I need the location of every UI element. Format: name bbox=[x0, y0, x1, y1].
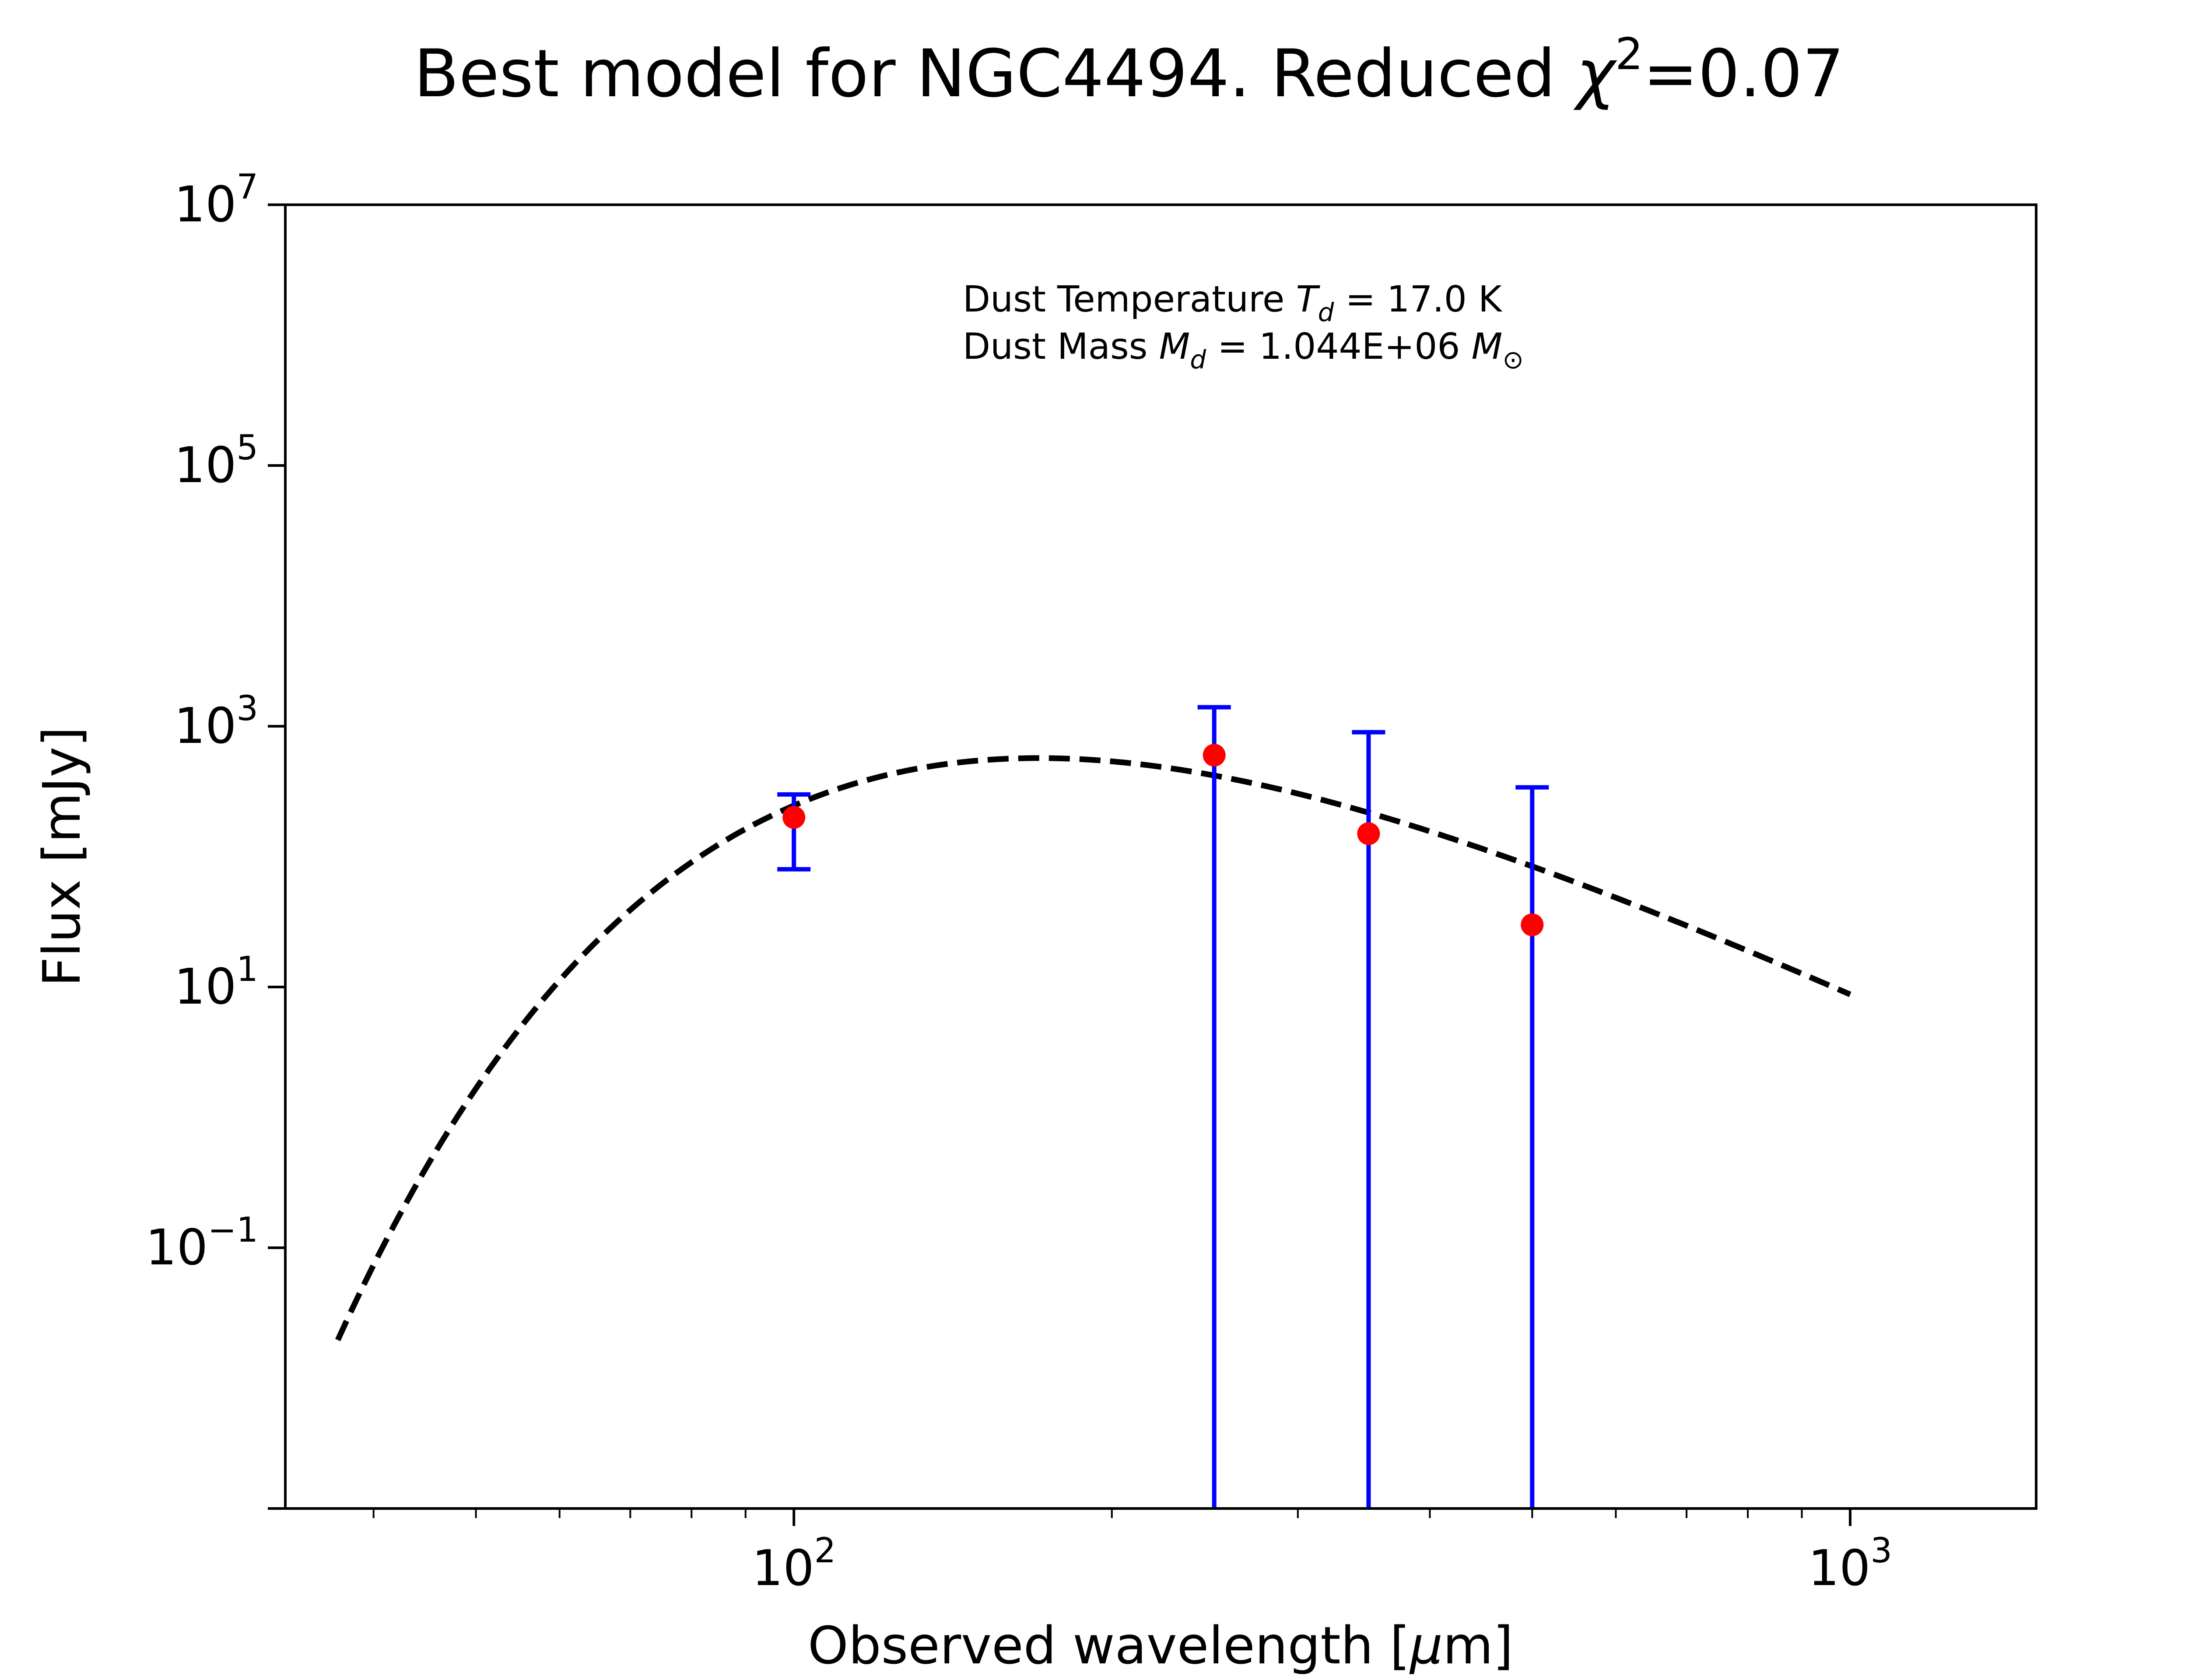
x-axis-label: Observed wavelength [μm] bbox=[808, 1615, 1513, 1676]
data-point bbox=[782, 806, 806, 829]
x-tick-label: 102 bbox=[752, 1531, 836, 1597]
y-tick-label: 105 bbox=[174, 428, 258, 494]
y-tick-label: 10−1 bbox=[146, 1211, 259, 1276]
data-point bbox=[1203, 744, 1226, 767]
y-tick-label: 103 bbox=[174, 689, 258, 755]
dust-mass-label: Dust Mass Md = 1.044E+06 M⊙ bbox=[963, 326, 1524, 374]
y-tick-label: 101 bbox=[174, 950, 258, 1015]
chart-title: Best model for NGC4494. Reduced χ2=0.07 bbox=[414, 28, 1844, 112]
errorbar bbox=[1197, 705, 1231, 1508]
model-layer bbox=[335, 755, 1851, 1341]
x-tick-label: 103 bbox=[1808, 1531, 1892, 1597]
y-tick-label: 107 bbox=[174, 168, 258, 233]
model-curve bbox=[335, 755, 1851, 1341]
y-axis-label: Flux [mJy] bbox=[32, 727, 92, 987]
data-point bbox=[1521, 913, 1544, 936]
data-point bbox=[1357, 822, 1380, 845]
errorbar bbox=[1352, 730, 1385, 1508]
x-axis-ticks: 102 103 bbox=[372, 1508, 1892, 1597]
points-layer bbox=[782, 744, 1544, 936]
errorbar bbox=[1515, 785, 1549, 1508]
errorbar-layer bbox=[777, 705, 1549, 1508]
y-axis-ticks: 10−1 101 103 105 107 bbox=[146, 168, 285, 1510]
axes-frame bbox=[284, 203, 2037, 1510]
dust-temperature-label: Dust Temperature Td = 17.0 K bbox=[963, 279, 1503, 327]
